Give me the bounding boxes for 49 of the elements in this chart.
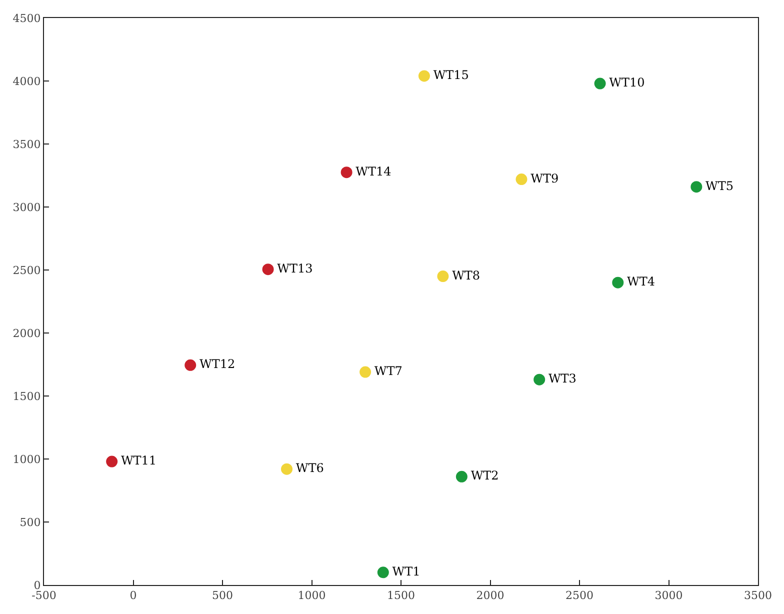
x-tick-label: 1000 (298, 589, 326, 602)
point (689, 180, 704, 194)
point (358, 364, 373, 380)
y-tick-label: 4000 (12, 74, 41, 88)
y-tick-label: 3000 (12, 200, 41, 214)
x-tick-label: -500 (32, 589, 56, 602)
x-tick-label: 2500 (566, 589, 594, 602)
y-tick-label: 4500 (12, 12, 41, 25)
data-label: WT5 (706, 178, 734, 193)
x-tick-label: 3500 (744, 589, 772, 602)
data-label: WT2 (470, 468, 499, 483)
data-label: WT1 (392, 564, 420, 578)
y-tick-label: 2500 (12, 264, 41, 277)
data-label: WT7 (374, 364, 402, 378)
data-label: WT4 (627, 274, 656, 289)
point (436, 269, 450, 284)
data-label: WT3 (548, 372, 576, 386)
y-tick-label: 1000 (12, 452, 41, 466)
point (280, 462, 294, 476)
y-tick-label: 2000 (12, 326, 41, 340)
point (339, 165, 354, 180)
data-label: WT15 (433, 68, 469, 82)
data-label: WT10 (609, 76, 645, 90)
point (376, 565, 390, 580)
data-label: WT6 (296, 461, 324, 476)
point (416, 68, 432, 84)
data-label: WT13 (277, 261, 313, 276)
y-tick-label: 1500 (12, 390, 41, 403)
point (260, 262, 276, 277)
y-tick-label: 500 (20, 516, 41, 529)
data-label: WT12 (199, 357, 236, 372)
point (592, 76, 608, 91)
data-label: WT11 (120, 454, 157, 468)
point (104, 454, 120, 469)
point (183, 358, 198, 372)
point (514, 172, 529, 187)
y-tick-label: 3500 (12, 138, 41, 151)
point (454, 469, 469, 484)
x-tick-label: 0 (130, 589, 137, 602)
y-tick-label: 0 (34, 578, 41, 592)
x-tick-label: 500 (212, 589, 233, 602)
data-label: WT14 (356, 164, 392, 178)
x-tick-label: 2000 (476, 589, 504, 602)
data-label: WT9 (530, 171, 559, 186)
data-label: WT8 (452, 268, 480, 282)
x-tick-label: 3000 (654, 589, 683, 602)
x-tick-label: 1500 (387, 589, 415, 602)
point (610, 275, 626, 290)
point (532, 372, 547, 387)
